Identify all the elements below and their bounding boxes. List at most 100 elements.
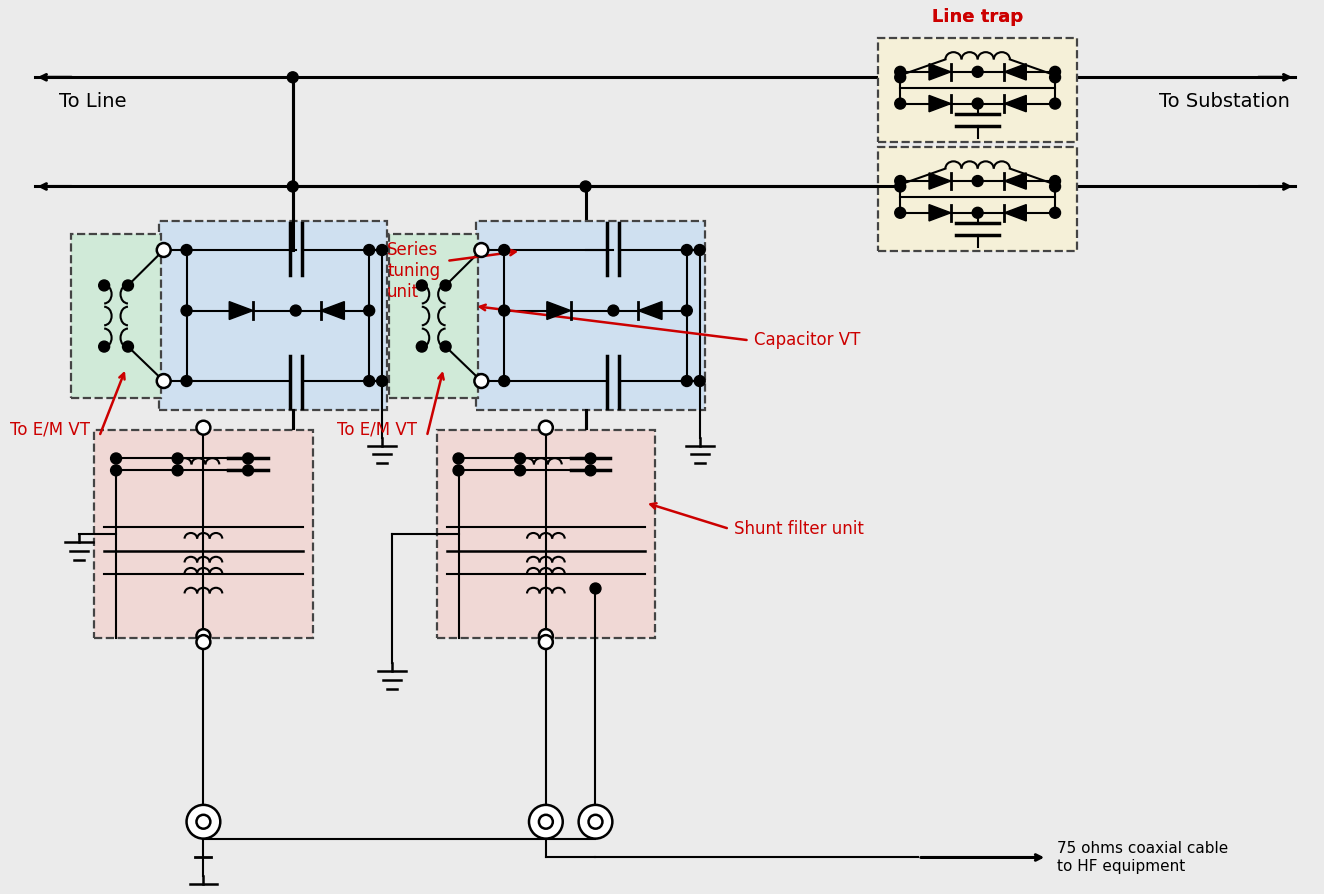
Circle shape [196, 635, 211, 649]
Circle shape [123, 342, 134, 352]
Circle shape [474, 374, 489, 388]
Circle shape [682, 245, 692, 256]
Bar [437, 430, 655, 638]
Circle shape [972, 66, 984, 77]
Polygon shape [1005, 63, 1026, 80]
Circle shape [156, 374, 171, 388]
Bar [878, 38, 1076, 142]
Circle shape [539, 629, 553, 643]
Circle shape [589, 814, 602, 829]
Bar [71, 234, 160, 398]
Text: 75 ohms coaxial cable
to HF equipment: 75 ohms coaxial cable to HF equipment [1057, 841, 1229, 873]
Circle shape [579, 805, 613, 839]
Bar [878, 147, 1076, 251]
Polygon shape [1005, 173, 1026, 190]
Text: To Line: To Line [60, 92, 127, 111]
Circle shape [453, 453, 463, 464]
Circle shape [499, 375, 510, 386]
Polygon shape [1005, 96, 1026, 112]
Circle shape [895, 207, 906, 218]
Circle shape [376, 375, 388, 386]
Circle shape [196, 814, 211, 829]
Polygon shape [1005, 205, 1026, 221]
Circle shape [1050, 72, 1061, 83]
Circle shape [972, 98, 984, 109]
Circle shape [1050, 175, 1061, 187]
Circle shape [196, 421, 211, 434]
Circle shape [287, 181, 298, 192]
Circle shape [682, 305, 692, 316]
Circle shape [694, 245, 706, 256]
Circle shape [111, 453, 122, 464]
Polygon shape [929, 63, 951, 80]
Circle shape [1050, 98, 1061, 109]
Circle shape [895, 98, 906, 109]
Circle shape [499, 245, 510, 256]
Bar [477, 221, 704, 409]
Circle shape [123, 280, 134, 291]
Circle shape [440, 342, 451, 352]
Circle shape [539, 421, 553, 434]
Circle shape [187, 805, 220, 839]
Circle shape [1050, 207, 1061, 218]
Circle shape [895, 72, 906, 83]
Text: Capacitor VT: Capacitor VT [755, 332, 861, 350]
Text: To E/M VT: To E/M VT [338, 421, 417, 439]
Circle shape [895, 66, 906, 77]
Circle shape [585, 465, 596, 476]
Circle shape [608, 305, 618, 316]
Circle shape [539, 635, 553, 649]
Circle shape [242, 465, 253, 476]
Polygon shape [320, 301, 344, 319]
Circle shape [290, 305, 301, 316]
Circle shape [694, 375, 706, 386]
Text: Series
tuning
unit: Series tuning unit [387, 241, 440, 300]
Bar [159, 221, 387, 409]
Polygon shape [929, 205, 951, 221]
Circle shape [364, 375, 375, 386]
Circle shape [99, 280, 110, 291]
Text: Line trap: Line trap [932, 8, 1023, 26]
Circle shape [172, 453, 183, 464]
Circle shape [416, 342, 428, 352]
Text: To Substation: To Substation [1160, 92, 1291, 111]
Circle shape [515, 465, 526, 476]
Circle shape [530, 805, 563, 839]
Text: Line trap: Line trap [932, 8, 1023, 26]
Polygon shape [229, 301, 253, 319]
Circle shape [172, 465, 183, 476]
Polygon shape [929, 96, 951, 112]
Circle shape [499, 305, 510, 316]
Circle shape [99, 342, 110, 352]
Circle shape [156, 243, 171, 257]
Text: To E/M VT: To E/M VT [9, 421, 90, 439]
Bar [389, 234, 478, 398]
Circle shape [539, 814, 553, 829]
Circle shape [440, 280, 451, 291]
Circle shape [585, 453, 596, 464]
Circle shape [287, 72, 298, 83]
Circle shape [1050, 66, 1061, 77]
Circle shape [181, 305, 192, 316]
Polygon shape [638, 301, 662, 319]
Circle shape [972, 207, 984, 218]
Text: Shunt filter unit: Shunt filter unit [735, 520, 865, 538]
Bar [94, 430, 312, 638]
Circle shape [196, 629, 211, 643]
Circle shape [364, 245, 375, 256]
Polygon shape [547, 301, 571, 319]
Circle shape [895, 181, 906, 192]
Circle shape [181, 375, 192, 386]
Circle shape [181, 245, 192, 256]
Circle shape [111, 465, 122, 476]
Circle shape [453, 465, 463, 476]
Circle shape [242, 453, 253, 464]
Circle shape [682, 375, 692, 386]
Circle shape [474, 243, 489, 257]
Circle shape [1050, 181, 1061, 192]
Circle shape [972, 175, 984, 187]
Circle shape [416, 280, 428, 291]
Circle shape [580, 181, 591, 192]
Circle shape [591, 583, 601, 594]
Polygon shape [929, 173, 951, 190]
